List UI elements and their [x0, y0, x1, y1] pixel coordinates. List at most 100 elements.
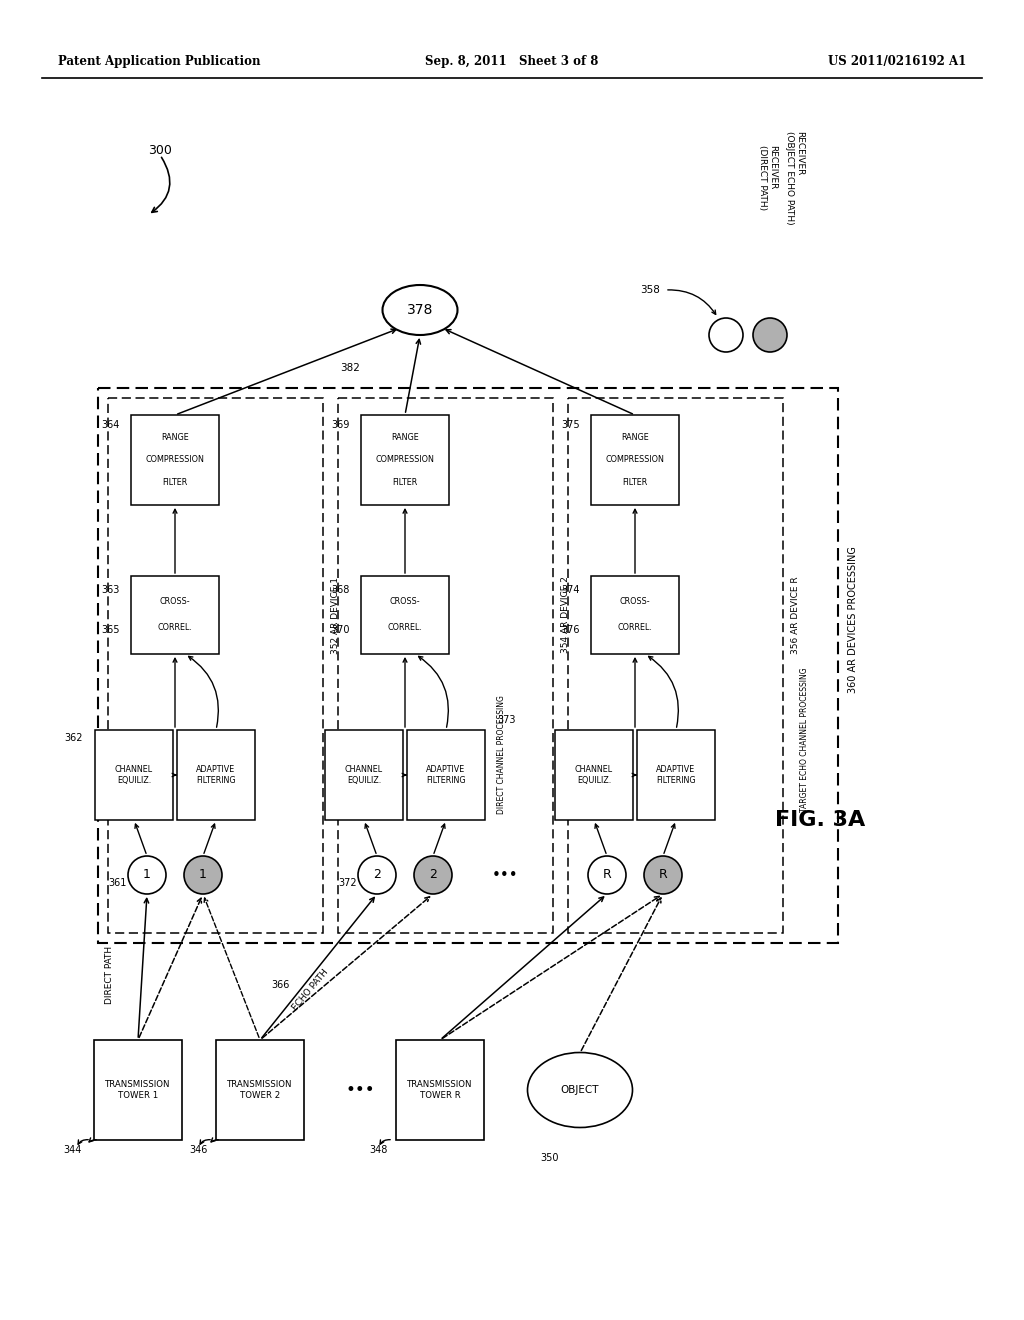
Text: Sep. 8, 2011   Sheet 3 of 8: Sep. 8, 2011 Sheet 3 of 8 [425, 55, 599, 69]
Text: FILTER: FILTER [392, 478, 418, 487]
Text: R: R [603, 869, 611, 882]
Text: CHANNEL
EQUILIZ.: CHANNEL EQUILIZ. [574, 766, 613, 784]
FancyArrowPatch shape [380, 1139, 390, 1144]
Text: ADAPTIVE
FILTERING: ADAPTIVE FILTERING [197, 766, 236, 784]
Text: CROSS-: CROSS- [390, 598, 420, 606]
Text: RANGE: RANGE [622, 433, 649, 442]
Text: US 2011/0216192 A1: US 2011/0216192 A1 [827, 55, 966, 69]
Text: 375: 375 [561, 420, 580, 430]
Text: 366: 366 [270, 979, 289, 990]
Text: 360 AR DEVICES PROCESSING: 360 AR DEVICES PROCESSING [848, 546, 858, 693]
Text: TARGET ECHO CHANNEL PROCESSING: TARGET ECHO CHANNEL PROCESSING [800, 668, 809, 812]
Text: FIG. 3A: FIG. 3A [775, 810, 865, 830]
Text: 370: 370 [332, 624, 350, 635]
FancyArrowPatch shape [200, 1139, 210, 1144]
Text: 373: 373 [497, 715, 515, 725]
Text: CHANNEL
EQUILIZ.: CHANNEL EQUILIZ. [115, 766, 153, 784]
Text: RANGE: RANGE [161, 433, 188, 442]
Circle shape [358, 855, 396, 894]
FancyArrowPatch shape [152, 157, 170, 213]
Text: 1: 1 [199, 869, 207, 882]
Text: ADAPTIVE
FILTERING: ADAPTIVE FILTERING [426, 766, 466, 784]
Circle shape [644, 855, 682, 894]
Text: ECHO PATH: ECHO PATH [290, 968, 330, 1012]
FancyArrowPatch shape [419, 656, 449, 727]
Text: 346: 346 [189, 1144, 208, 1155]
Text: 348: 348 [370, 1144, 388, 1155]
Text: 358: 358 [640, 285, 660, 294]
Circle shape [128, 855, 166, 894]
FancyBboxPatch shape [216, 1040, 304, 1140]
Text: DIRECT PATH: DIRECT PATH [105, 946, 115, 1005]
Text: TRANSMISSION
TOWER R: TRANSMISSION TOWER R [408, 1080, 473, 1100]
Text: 382: 382 [340, 363, 360, 374]
FancyBboxPatch shape [95, 730, 173, 820]
Text: 300: 300 [148, 144, 172, 157]
Text: 1: 1 [143, 869, 151, 882]
Circle shape [753, 318, 787, 352]
FancyBboxPatch shape [637, 730, 715, 820]
Circle shape [414, 855, 452, 894]
Circle shape [184, 855, 222, 894]
Text: •••: ••• [345, 1081, 375, 1100]
Text: 369: 369 [332, 420, 350, 430]
Circle shape [709, 318, 743, 352]
FancyArrowPatch shape [668, 290, 716, 314]
Text: 2: 2 [373, 869, 381, 882]
Text: RECEIVER
(DIRECT PATH): RECEIVER (DIRECT PATH) [758, 145, 777, 211]
Ellipse shape [383, 285, 458, 335]
Ellipse shape [527, 1052, 633, 1127]
FancyBboxPatch shape [591, 414, 679, 506]
Text: 354 AR DEVICE 2: 354 AR DEVICE 2 [561, 577, 570, 653]
Text: 362: 362 [65, 733, 83, 743]
Circle shape [588, 855, 626, 894]
Text: ADAPTIVE
FILTERING: ADAPTIVE FILTERING [656, 766, 696, 784]
FancyBboxPatch shape [555, 730, 633, 820]
Text: CORREL.: CORREL. [158, 623, 193, 632]
Text: TRANSMISSION
TOWER 2: TRANSMISSION TOWER 2 [227, 1080, 293, 1100]
Text: 374: 374 [561, 585, 580, 595]
Text: 352 AR DEVICE 1: 352 AR DEVICE 1 [331, 577, 340, 653]
FancyBboxPatch shape [325, 730, 403, 820]
Text: 2: 2 [429, 869, 437, 882]
FancyBboxPatch shape [131, 576, 219, 653]
Text: CORREL.: CORREL. [617, 623, 652, 632]
Text: COMPRESSION: COMPRESSION [605, 455, 665, 465]
Text: CROSS-: CROSS- [620, 598, 650, 606]
Text: RANGE: RANGE [391, 433, 419, 442]
Text: CROSS-: CROSS- [160, 598, 190, 606]
FancyBboxPatch shape [396, 1040, 484, 1140]
Text: FILTER: FILTER [623, 478, 647, 487]
Text: COMPRESSION: COMPRESSION [145, 455, 205, 465]
Text: OBJECT: OBJECT [561, 1085, 599, 1096]
Text: 364: 364 [101, 420, 120, 430]
FancyArrowPatch shape [89, 1138, 96, 1142]
Text: 361: 361 [108, 878, 126, 888]
Text: R: R [658, 869, 668, 882]
FancyBboxPatch shape [94, 1040, 182, 1140]
Text: 372: 372 [338, 878, 356, 888]
FancyArrowPatch shape [211, 1138, 218, 1142]
Text: 350: 350 [541, 1152, 559, 1163]
Text: 368: 368 [332, 585, 350, 595]
FancyArrowPatch shape [78, 1139, 88, 1144]
FancyBboxPatch shape [177, 730, 255, 820]
Text: Patent Application Publication: Patent Application Publication [58, 55, 260, 69]
FancyBboxPatch shape [407, 730, 485, 820]
Text: 344: 344 [63, 1144, 82, 1155]
FancyArrowPatch shape [648, 656, 678, 727]
Text: RECEIVER
(OBJECT ECHO PATH): RECEIVER (OBJECT ECHO PATH) [785, 131, 805, 224]
Text: 376: 376 [561, 624, 580, 635]
FancyArrowPatch shape [188, 656, 218, 727]
Text: CHANNEL
EQUILIZ.: CHANNEL EQUILIZ. [345, 766, 383, 784]
FancyBboxPatch shape [131, 414, 219, 506]
FancyBboxPatch shape [361, 414, 449, 506]
Text: FILTER: FILTER [163, 478, 187, 487]
FancyBboxPatch shape [591, 576, 679, 653]
Text: •••: ••• [492, 867, 518, 883]
FancyBboxPatch shape [361, 576, 449, 653]
Text: 378: 378 [407, 304, 433, 317]
Text: DIRECT CHANNEL PROCESSING: DIRECT CHANNEL PROCESSING [497, 696, 506, 814]
Text: COMPRESSION: COMPRESSION [376, 455, 434, 465]
Text: 363: 363 [101, 585, 120, 595]
